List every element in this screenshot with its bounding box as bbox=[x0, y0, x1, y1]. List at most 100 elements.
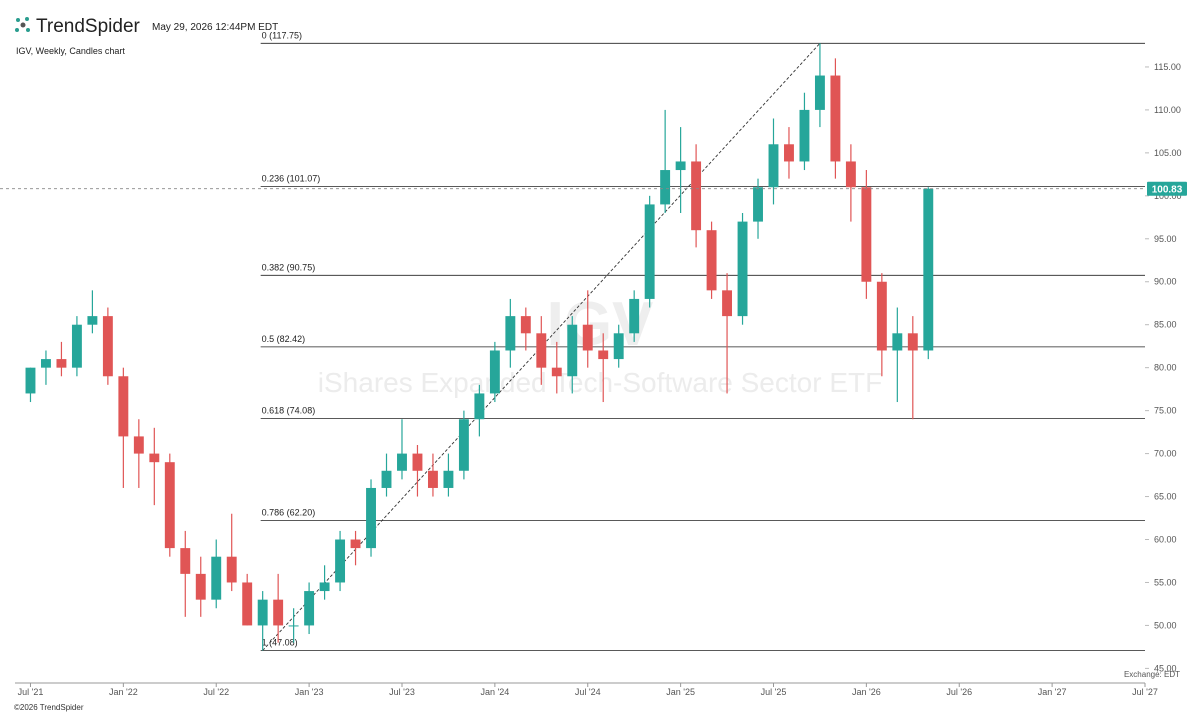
candle-body bbox=[799, 109, 810, 162]
logo bbox=[15, 17, 30, 32]
y-tick-label: 85.00 bbox=[1154, 320, 1177, 330]
candle-body bbox=[427, 470, 438, 488]
x-tick-label: Jan '22 bbox=[109, 687, 138, 697]
candle-body bbox=[381, 470, 392, 488]
candle-body bbox=[25, 367, 36, 394]
candle-body bbox=[164, 462, 175, 549]
candle-body bbox=[892, 333, 903, 351]
y-tick-label: 45.00 bbox=[1154, 663, 1177, 673]
candle-body bbox=[660, 170, 671, 205]
fib-label: 0.618 (74.08) bbox=[262, 406, 316, 416]
y-tick-label: 110.00 bbox=[1154, 105, 1181, 115]
candle-body bbox=[211, 556, 222, 600]
candle-body bbox=[412, 453, 423, 471]
candle-body bbox=[582, 324, 593, 351]
candle-body bbox=[753, 187, 763, 222]
candle-body bbox=[706, 230, 717, 291]
y-tick-label: 50.00 bbox=[1154, 620, 1177, 630]
y-tick-label: 75.00 bbox=[1154, 406, 1177, 416]
candle-body bbox=[102, 316, 113, 377]
fib-label: 0.786 (62.20) bbox=[262, 508, 316, 518]
candle-body bbox=[350, 539, 361, 549]
y-tick-label: 95.00 bbox=[1154, 234, 1177, 244]
candle-body bbox=[613, 333, 624, 360]
candle-body bbox=[180, 548, 191, 574]
x-tick-label: Jul '26 bbox=[946, 687, 972, 697]
candle-body bbox=[443, 470, 454, 488]
timestamp: May 29, 2026 12:44PM EDT bbox=[152, 22, 278, 33]
candle-body bbox=[71, 324, 82, 368]
y-tick-label: 105.00 bbox=[1154, 148, 1182, 158]
candle-body bbox=[629, 298, 640, 334]
x-tick-label: Jul '24 bbox=[575, 687, 601, 697]
candle-body bbox=[551, 367, 562, 377]
x-tick-label: Jul '21 bbox=[18, 687, 44, 697]
candle-body bbox=[814, 75, 825, 110]
candle-body bbox=[784, 144, 794, 162]
candle-body bbox=[195, 573, 206, 600]
candle-body bbox=[768, 144, 779, 188]
candle-body bbox=[520, 316, 531, 334]
candle-body bbox=[644, 204, 655, 299]
candle-body bbox=[319, 582, 330, 592]
fib-label: 0.382 (90.75) bbox=[262, 262, 316, 272]
candle-body bbox=[923, 188, 934, 351]
x-tick-label: Jan '25 bbox=[666, 687, 695, 697]
candle-body bbox=[489, 350, 500, 394]
candle-body bbox=[366, 487, 376, 549]
y-tick-label: 100.00 bbox=[1154, 191, 1182, 201]
candle-body bbox=[273, 599, 284, 626]
y-tick-label: 60.00 bbox=[1154, 535, 1177, 545]
fib-label: 1 (47.08) bbox=[262, 638, 298, 648]
candle-body bbox=[691, 161, 702, 231]
fib-label: 0.236 (101.07) bbox=[262, 174, 321, 184]
watermark-name: iShares Expanded Tech-Software Sector ET… bbox=[318, 367, 882, 398]
candle-body bbox=[567, 324, 578, 377]
candle-body bbox=[722, 290, 733, 317]
candle-body bbox=[845, 161, 856, 188]
fib-label: 0 (117.75) bbox=[262, 30, 302, 40]
candle-body bbox=[149, 453, 160, 463]
candle-body bbox=[257, 599, 268, 626]
candle-body bbox=[304, 591, 315, 626]
candle-body bbox=[118, 376, 129, 437]
candle-body bbox=[737, 221, 748, 317]
candle-body bbox=[598, 350, 609, 360]
candle-body bbox=[288, 625, 299, 627]
x-tick-label: Jul '23 bbox=[389, 687, 415, 697]
y-tick-label: 55.00 bbox=[1154, 577, 1177, 587]
candle-body bbox=[830, 75, 841, 162]
exchange: Exchange: EDT bbox=[1124, 670, 1180, 679]
candle-body bbox=[133, 436, 144, 454]
candle-body bbox=[474, 393, 485, 420]
candle-body bbox=[861, 187, 872, 282]
candle-body bbox=[87, 316, 98, 325]
x-tick-label: Jul '27 bbox=[1132, 687, 1158, 697]
candle-body bbox=[242, 582, 253, 626]
candle-body bbox=[56, 359, 67, 368]
candle-body bbox=[907, 333, 918, 351]
last-price-label: 100.83 bbox=[1152, 185, 1183, 196]
x-tick-label: Jan '23 bbox=[295, 687, 324, 697]
candle-body bbox=[226, 556, 237, 583]
y-tick-label: 70.00 bbox=[1154, 449, 1177, 459]
x-tick-label: Jan '24 bbox=[480, 687, 509, 697]
y-tick-label: 115.00 bbox=[1154, 62, 1181, 72]
candle-body bbox=[536, 333, 547, 368]
candle-body bbox=[41, 359, 51, 368]
logo-text: TrendSpider bbox=[36, 16, 141, 37]
candle-body bbox=[397, 453, 407, 471]
x-tick-label: Jan '27 bbox=[1038, 687, 1067, 697]
y-tick-label: 90.00 bbox=[1154, 277, 1177, 287]
copyright: ©2026 TrendSpider bbox=[14, 703, 84, 712]
fib-label: 0.5 (82.42) bbox=[262, 334, 306, 344]
x-tick-label: Jul '25 bbox=[761, 687, 787, 697]
candle-body bbox=[335, 539, 346, 583]
candle-body bbox=[876, 281, 887, 351]
x-tick-label: Jan '26 bbox=[852, 687, 881, 697]
last-price-tag bbox=[1147, 181, 1187, 196]
x-tick-label: Jul '22 bbox=[203, 687, 229, 697]
candle-body bbox=[505, 316, 516, 351]
